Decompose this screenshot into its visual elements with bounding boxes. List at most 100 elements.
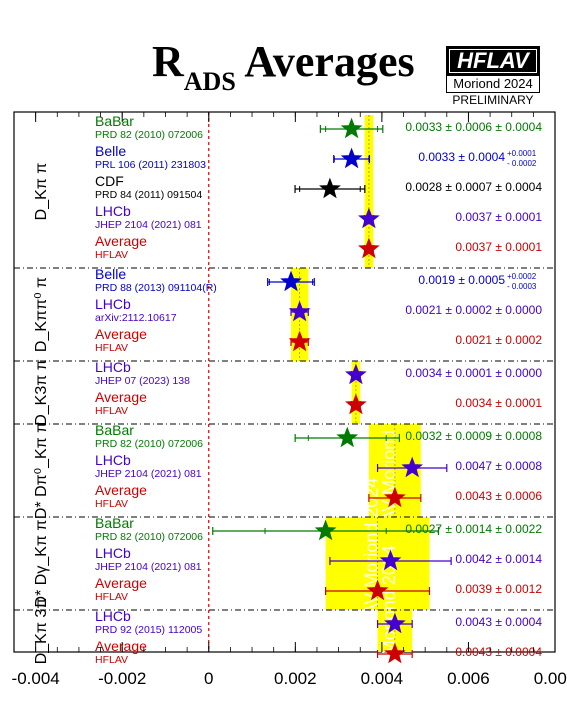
data-point-star (345, 393, 367, 415)
x-tick-label: 0.006 (447, 669, 490, 688)
reference-label: arXiv:2112.10617 (95, 312, 177, 324)
value-label: 0.0033 ± 0.0006 ± 0.0004 (405, 120, 542, 134)
experiment-label: Average (95, 638, 147, 654)
value-label: 0.0032 ± 0.0009 ± 0.0008 (405, 429, 542, 443)
x-tick-label: 0.004 (361, 669, 404, 688)
value-label: 0.0034 ± 0.0001 ± 0.0000 (405, 366, 542, 380)
value-label: 0.0043 ± 0.0004 (455, 615, 542, 629)
data-point-star (345, 363, 367, 385)
group-label: D_Kπ 3π (33, 598, 50, 665)
x-tick-label: 0 (204, 669, 213, 688)
experiment-label: LHCb (95, 608, 131, 624)
group-label: D_K3π π (33, 359, 50, 426)
value-label: 0.0021 ± 0.0002 (455, 333, 542, 347)
reference-label: JHEP 07 (2023) 138 (95, 375, 190, 387)
value-label: 0.0033 ± 0.0004 (418, 150, 505, 164)
value-label: 0.0037 ± 0.0001 (455, 210, 542, 224)
reference-label: HFLAV (95, 405, 128, 417)
data-point-star (401, 456, 424, 478)
preliminary-label: PRELIMINARY (452, 93, 534, 107)
reference-label: HFLAV (95, 591, 128, 603)
reference-label: PRD 82 (2010) 072006 (95, 531, 203, 543)
average-band (351, 361, 361, 424)
experiment-label: CDF (95, 173, 124, 189)
reference-label: PRD 82 (2010) 072006 (95, 129, 203, 141)
x-tick-label: 0.002 (274, 669, 317, 688)
experiment-label: Belle (95, 143, 126, 159)
reference-label: PRD 92 (2015) 112005 (95, 624, 202, 636)
data-point-star (280, 270, 302, 292)
logo-text: HFLAV (457, 48, 529, 73)
chart-title: RADS Averages (152, 37, 415, 95)
reference-label: JHEP 2104 (2021) 081 (95, 468, 202, 480)
value-label: 0.0034 ± 0.0001 (455, 396, 542, 410)
value-label: 0.0027 ± 0.0014 ± 0.0022 (405, 522, 542, 536)
logo-subtitle: Moriond 2024 (453, 76, 533, 91)
experiment-label: BaBar (95, 113, 134, 129)
value-sub: - 0.0002 (507, 159, 537, 168)
experiment-label: Average (95, 575, 147, 591)
data-point-star (288, 330, 311, 352)
title-main: R (152, 37, 184, 86)
experiment-label: LHCb (95, 359, 131, 375)
reference-label: HFLAV (95, 342, 128, 354)
reference-label: JHEP 2104 (2021) 081 (95, 219, 202, 231)
experiment-label: LHCb (95, 203, 131, 219)
data-point-star (358, 237, 380, 259)
experiment-label: Average (95, 482, 147, 498)
title-rest: Averages (235, 37, 415, 86)
reference-label: PRD 84 (2011) 091504 (95, 189, 202, 201)
value-sub: - 0.0003 (507, 282, 537, 291)
x-tick-label: 0.008 (534, 669, 567, 688)
x-tick-label: -0.002 (98, 669, 146, 688)
reference-label: HFLAV (95, 498, 128, 510)
experiment-label: Belle (95, 266, 126, 282)
experiment-label: LHCb (95, 545, 131, 561)
value-label: 0.0021 ± 0.0002 ± 0.0000 (405, 303, 542, 317)
group-label: D* Dπ⁰_Kπ π (33, 422, 50, 519)
band-watermark: HFLAV Moriond 2024 (362, 478, 382, 650)
experiment-label: Average (95, 326, 147, 342)
experiment-label: BaBar (95, 422, 134, 438)
data-point-star (319, 177, 341, 199)
value-label: 0.0039 ± 0.0012 (455, 582, 542, 596)
value-label: 0.0043 ± 0.0004 (455, 645, 542, 659)
title-subscript: ADS (183, 67, 236, 96)
experiment-label: BaBar (95, 515, 134, 531)
experiment-label: Average (95, 389, 147, 405)
data-point-star (384, 642, 406, 664)
reference-label: PRD 88 (2013) 091104(R) (95, 282, 217, 294)
band-watermark: HFLAV Moriond 2024 (379, 545, 399, 709)
data-point-star (340, 117, 363, 139)
data-point-star (288, 300, 311, 322)
data-point-star (336, 426, 359, 448)
group-label: D_Kππ⁰ π (33, 277, 50, 352)
value-label: 0.0047 ± 0.0008 (455, 459, 542, 473)
reference-label: PRD 82 (2010) 072006 (95, 438, 203, 450)
data-point-star (379, 549, 402, 571)
value-sup: +0.0002 (507, 272, 537, 281)
value-label: 0.0037 ± 0.0001 (455, 240, 542, 254)
plot-frame (13, 111, 556, 653)
x-tick-label: -0.004 (12, 669, 60, 688)
data-point-star (314, 519, 337, 541)
reference-label: HFLAV (95, 654, 128, 666)
data-point-star (366, 579, 389, 601)
data-point-star (358, 207, 380, 229)
data-point-star (340, 147, 363, 169)
value-label: 0.0042 ± 0.0014 (455, 552, 542, 566)
value-label: 0.0019 ± 0.0005 (418, 273, 505, 287)
group-label: D* Dγ_Kπ π (33, 520, 50, 608)
experiment-label: Average (95, 233, 147, 249)
value-label: 0.0043 ± 0.0006 (455, 489, 542, 503)
band-watermark: HFLAV Moriond 2024 (379, 385, 399, 557)
experiment-label: LHCb (95, 452, 131, 468)
logo-subtitle-box: Moriond 2024 (446, 75, 540, 93)
data-point-star (384, 486, 406, 508)
value-sup: +0.0001 (507, 149, 537, 158)
value-label: 0.0028 ± 0.0007 ± 0.0004 (405, 180, 542, 194)
reference-label: JHEP 2104 (2021) 081 (95, 561, 202, 573)
experiment-label: LHCb (95, 296, 131, 312)
reference-label: PRL 106 (2011) 231803 (95, 159, 206, 171)
